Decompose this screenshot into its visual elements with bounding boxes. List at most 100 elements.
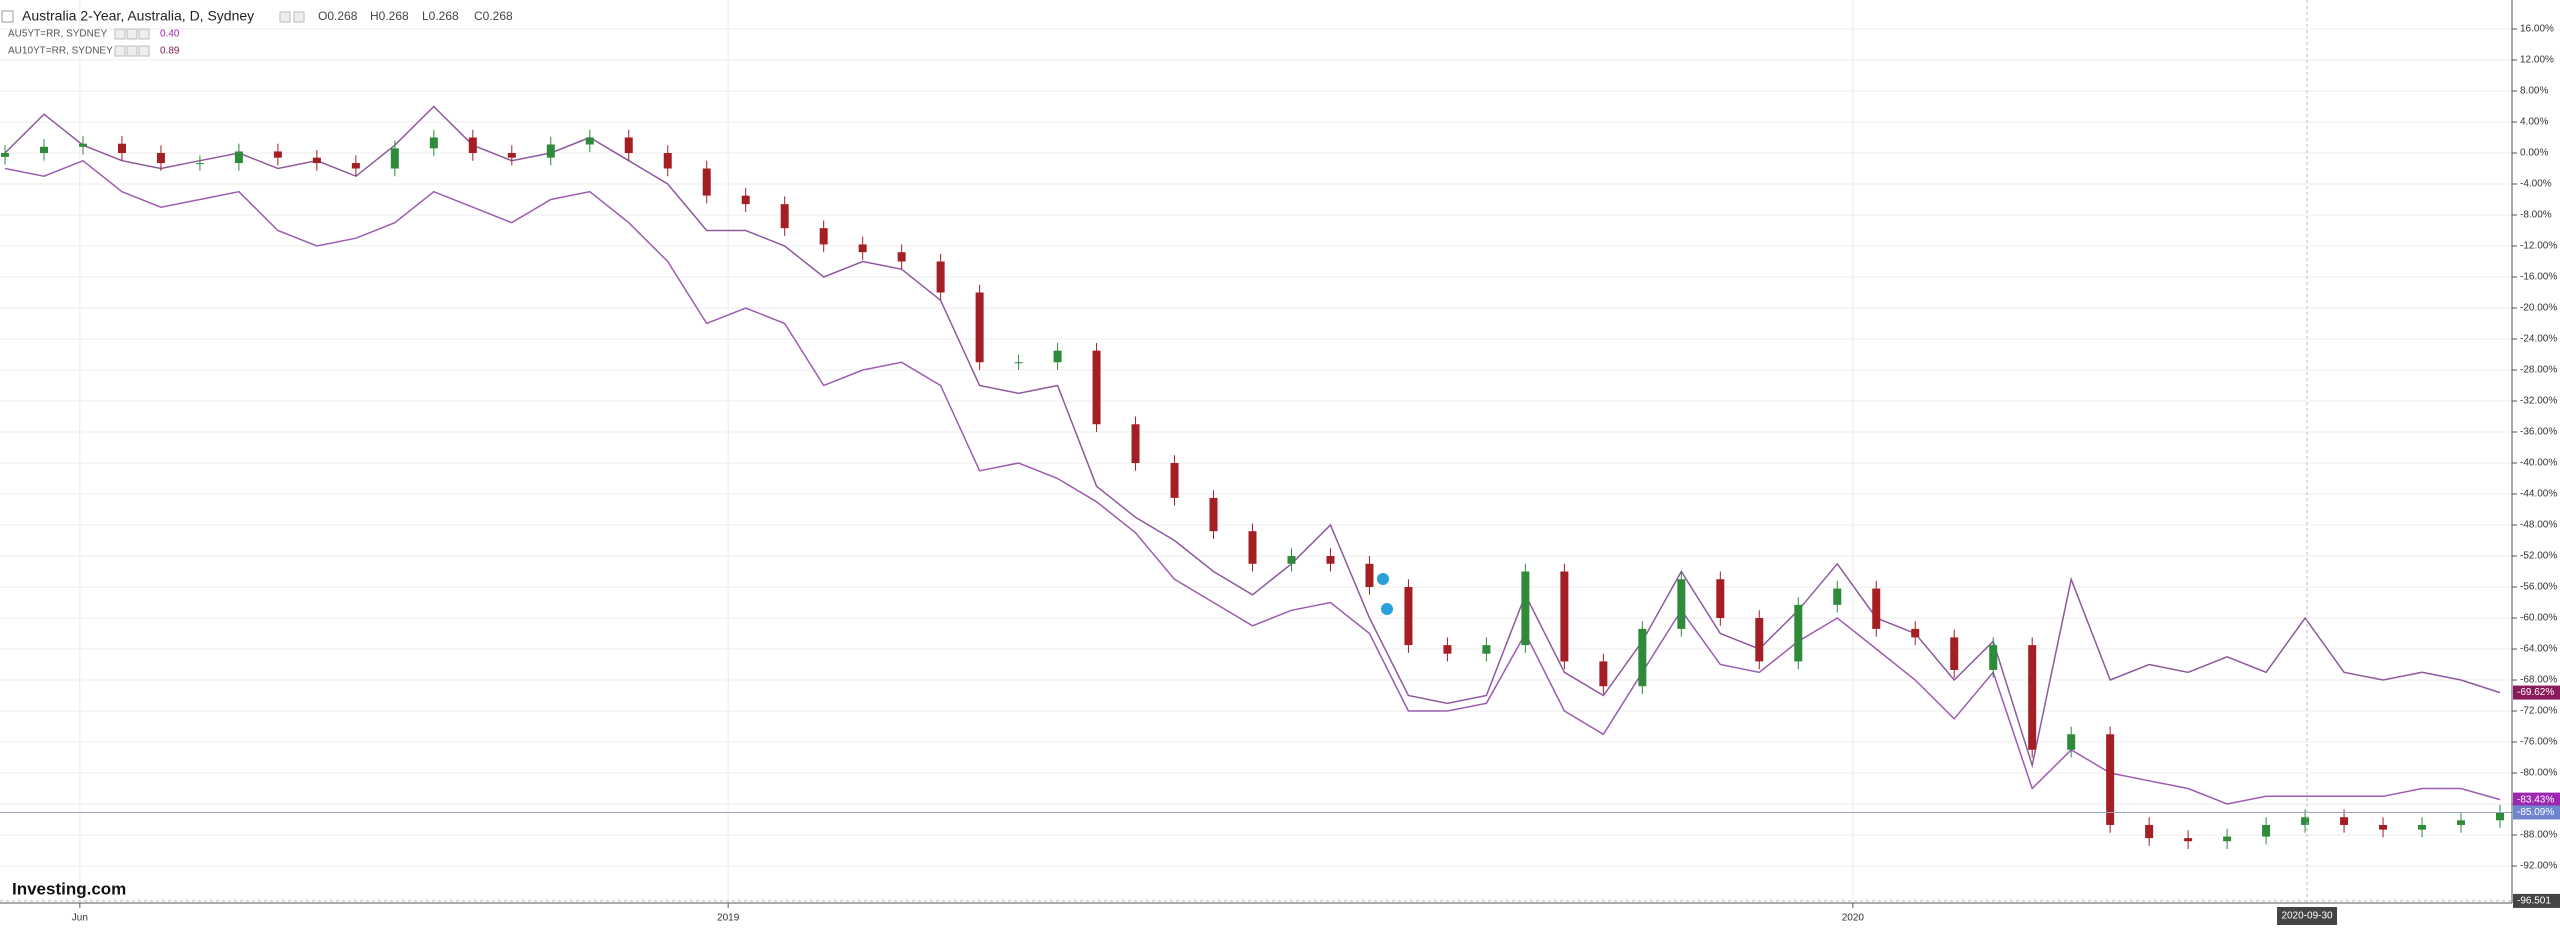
y-tick-label: -72.00% [2520, 706, 2557, 717]
y-tick-label: -12.00% [2520, 241, 2557, 252]
candle-body [1404, 587, 1413, 646]
candle-body [351, 163, 360, 169]
y-tick-label: -88.00% [2520, 830, 2557, 841]
legend-name: AU10YT=RR, SYDNEY [8, 46, 113, 57]
candle-body [1638, 628, 1647, 687]
y-tick-label: -32.00% [2520, 396, 2557, 407]
y-tick-label: 4.00% [2520, 117, 2548, 128]
candle-body [741, 195, 750, 205]
candle-body [507, 152, 516, 158]
y-tick-label: -40.00% [2520, 458, 2557, 469]
line-series [4, 105, 2501, 769]
toolbar-button[interactable] [279, 11, 291, 23]
event-marker[interactable] [1381, 603, 1393, 615]
candle-body [1911, 628, 1920, 638]
candle-body [1287, 556, 1296, 564]
candle-body [1443, 645, 1452, 654]
collapse-icon[interactable] [1, 10, 14, 23]
candle-body [624, 137, 633, 153]
candle-body [1716, 579, 1725, 619]
candle-body [2340, 817, 2349, 825]
y-tick-label: -48.00% [2520, 520, 2557, 531]
candle-body [1560, 571, 1569, 662]
candle-body [1950, 637, 1959, 670]
candle-body [663, 152, 672, 169]
candle-body [897, 252, 906, 262]
candle-body [1053, 350, 1062, 363]
x-tick-label: Jun [72, 913, 88, 924]
y-tick-label: -4.00% [2520, 179, 2552, 190]
legend-button[interactable] [138, 45, 150, 57]
candle-body [2184, 838, 2193, 842]
candle-body [585, 137, 594, 145]
candle-body [1092, 350, 1101, 425]
candle-body [975, 292, 984, 363]
candle-body [1599, 661, 1608, 687]
legend-name: AU5YT=RR, SYDNEY [8, 29, 108, 40]
last-value-label: -85.09% [2517, 807, 2554, 818]
crosshair-x-box [2277, 907, 2338, 925]
candle-body [780, 204, 789, 229]
legend-button[interactable] [138, 28, 150, 40]
y-tick-label: -64.00% [2520, 644, 2557, 655]
candle-body [819, 228, 828, 245]
last-value-label: -69.62% [2517, 687, 2554, 698]
y-tick-label: -60.00% [2520, 613, 2557, 624]
candle-body [2106, 734, 2115, 825]
candle-body [2145, 824, 2154, 839]
candle-body [468, 137, 477, 153]
legend-button[interactable] [126, 45, 138, 57]
ohlc-readout: O0.268 H0.268 L0.268 C0.268 [279, 9, 513, 23]
candle-body [1989, 645, 1998, 670]
last-value-box [2513, 685, 2560, 700]
x-tick-label: 2019 [717, 913, 740, 924]
candle-body [1248, 531, 1257, 564]
candle-body [312, 157, 321, 164]
event-marker[interactable] [1377, 573, 1389, 585]
candle-body [195, 163, 204, 165]
y-tick-label: -80.00% [2520, 768, 2557, 779]
line-series [4, 159, 2501, 805]
toolbar-button[interactable] [293, 11, 305, 23]
last-value-box [2513, 805, 2560, 820]
ohlc-value: C0.268 [474, 9, 513, 23]
y-tick-label: -20.00% [2520, 303, 2557, 314]
candle-body [390, 148, 399, 169]
candle-body [273, 151, 282, 158]
y-tick-label: -76.00% [2520, 737, 2557, 748]
candle-body [2418, 824, 2427, 830]
candle-body [1833, 588, 1842, 605]
candle-body [1794, 604, 1803, 662]
candle-body [1482, 645, 1491, 654]
ohlc-value: O0.268 [318, 9, 358, 23]
y-tick-label: -24.00% [2520, 334, 2557, 345]
legend-button[interactable] [126, 28, 138, 40]
candle-body [117, 143, 126, 153]
y-tick-label: -36.00% [2520, 427, 2557, 438]
grid [0, 0, 2517, 908]
candle-body [1872, 588, 1881, 629]
candle-body [2496, 812, 2504, 821]
candle-body [78, 143, 87, 147]
y-tick-label: 16.00% [2520, 24, 2554, 35]
y-tick-label: 0.00% [2520, 148, 2548, 159]
crosshair-x-label: 2020-09-30 [2281, 911, 2333, 922]
candle-body [2223, 836, 2232, 842]
legend-button[interactable] [114, 28, 126, 40]
legend-button[interactable] [114, 45, 126, 57]
candle-body [1131, 424, 1140, 464]
y-tick-label: -56.00% [2520, 582, 2557, 593]
candle-body [2379, 824, 2388, 830]
legend-value: 0.89 [160, 46, 180, 57]
x-tick-label: 2020 [1842, 913, 1865, 924]
marks [0, 0, 2512, 903]
candle-body [1677, 579, 1686, 629]
y-tick-label: -52.00% [2520, 551, 2557, 562]
candle-body [858, 244, 867, 253]
candle-body [1365, 563, 1374, 588]
candle-body [2028, 645, 2037, 750]
candle-body [1209, 497, 1218, 532]
legend: AU5YT=RR, SYDNEY 0.40 AU10YT=RR, SYDNEY 0.8… [8, 28, 180, 57]
